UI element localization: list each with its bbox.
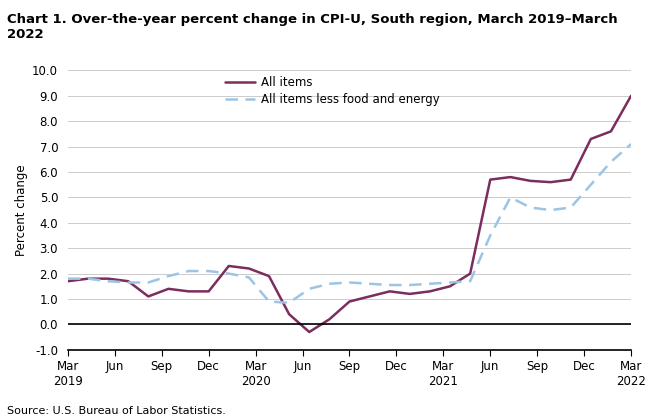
Legend: All items, All items less food and energy: All items, All items less food and energ… [225, 76, 440, 106]
All items [627, 93, 635, 98]
All items [547, 180, 555, 185]
All items [527, 178, 535, 184]
All items [406, 291, 414, 297]
All items less food and energy [486, 233, 494, 238]
All items less food and energy [527, 205, 535, 210]
Text: Chart 1. Over-the-year percent change in CPI-U, South region, March 2019–March
2: Chart 1. Over-the-year percent change in… [7, 13, 617, 41]
All items [486, 177, 494, 182]
All items less food and energy [466, 279, 474, 284]
All items less food and energy [124, 280, 132, 285]
All items less food and energy [165, 273, 173, 278]
Text: Source: U.S. Bureau of Labor Statistics.: Source: U.S. Bureau of Labor Statistics. [7, 406, 225, 416]
All items [587, 136, 595, 142]
All items less food and energy [64, 276, 72, 281]
All items [84, 276, 92, 281]
All items less food and energy [305, 286, 313, 291]
All items [566, 177, 574, 182]
All items [506, 175, 514, 180]
Line: All items less food and energy: All items less food and energy [68, 144, 631, 303]
All items [225, 263, 233, 268]
All items [265, 273, 273, 278]
All items [285, 312, 293, 317]
All items less food and energy [366, 281, 373, 286]
All items less food and energy [225, 271, 233, 276]
All items less food and energy [144, 280, 152, 285]
All items [165, 286, 173, 291]
All items [305, 329, 313, 334]
All items less food and energy [547, 207, 555, 213]
All items [245, 266, 253, 271]
All items [325, 317, 333, 322]
All items less food and energy [607, 159, 615, 164]
All items less food and energy [566, 205, 574, 210]
All items less food and energy [184, 268, 192, 273]
All items less food and energy [386, 283, 394, 288]
All items [607, 129, 615, 134]
All items less food and energy [325, 281, 333, 286]
All items [366, 294, 373, 299]
All items less food and energy [104, 279, 112, 284]
All items less food and energy [406, 283, 414, 288]
All items less food and energy [587, 182, 595, 187]
All items [205, 289, 213, 294]
All items [466, 271, 474, 276]
Line: All items: All items [68, 96, 631, 332]
Y-axis label: Percent change: Percent change [15, 164, 28, 256]
All items [446, 284, 454, 289]
All items less food and energy [205, 268, 213, 273]
All items less food and energy [446, 280, 454, 285]
All items less food and energy [245, 275, 253, 280]
All items [144, 294, 152, 299]
All items less food and energy [506, 195, 514, 200]
All items [104, 276, 112, 281]
All items [386, 289, 394, 294]
All items [64, 279, 72, 284]
All items less food and energy [426, 281, 434, 286]
All items less food and energy [346, 280, 354, 285]
All items [124, 279, 132, 284]
All items less food and energy [265, 299, 273, 304]
All items less food and energy [285, 300, 293, 305]
All items [346, 299, 354, 304]
All items [426, 289, 434, 294]
All items [184, 289, 192, 294]
All items less food and energy [627, 142, 635, 147]
All items less food and energy [84, 276, 92, 281]
